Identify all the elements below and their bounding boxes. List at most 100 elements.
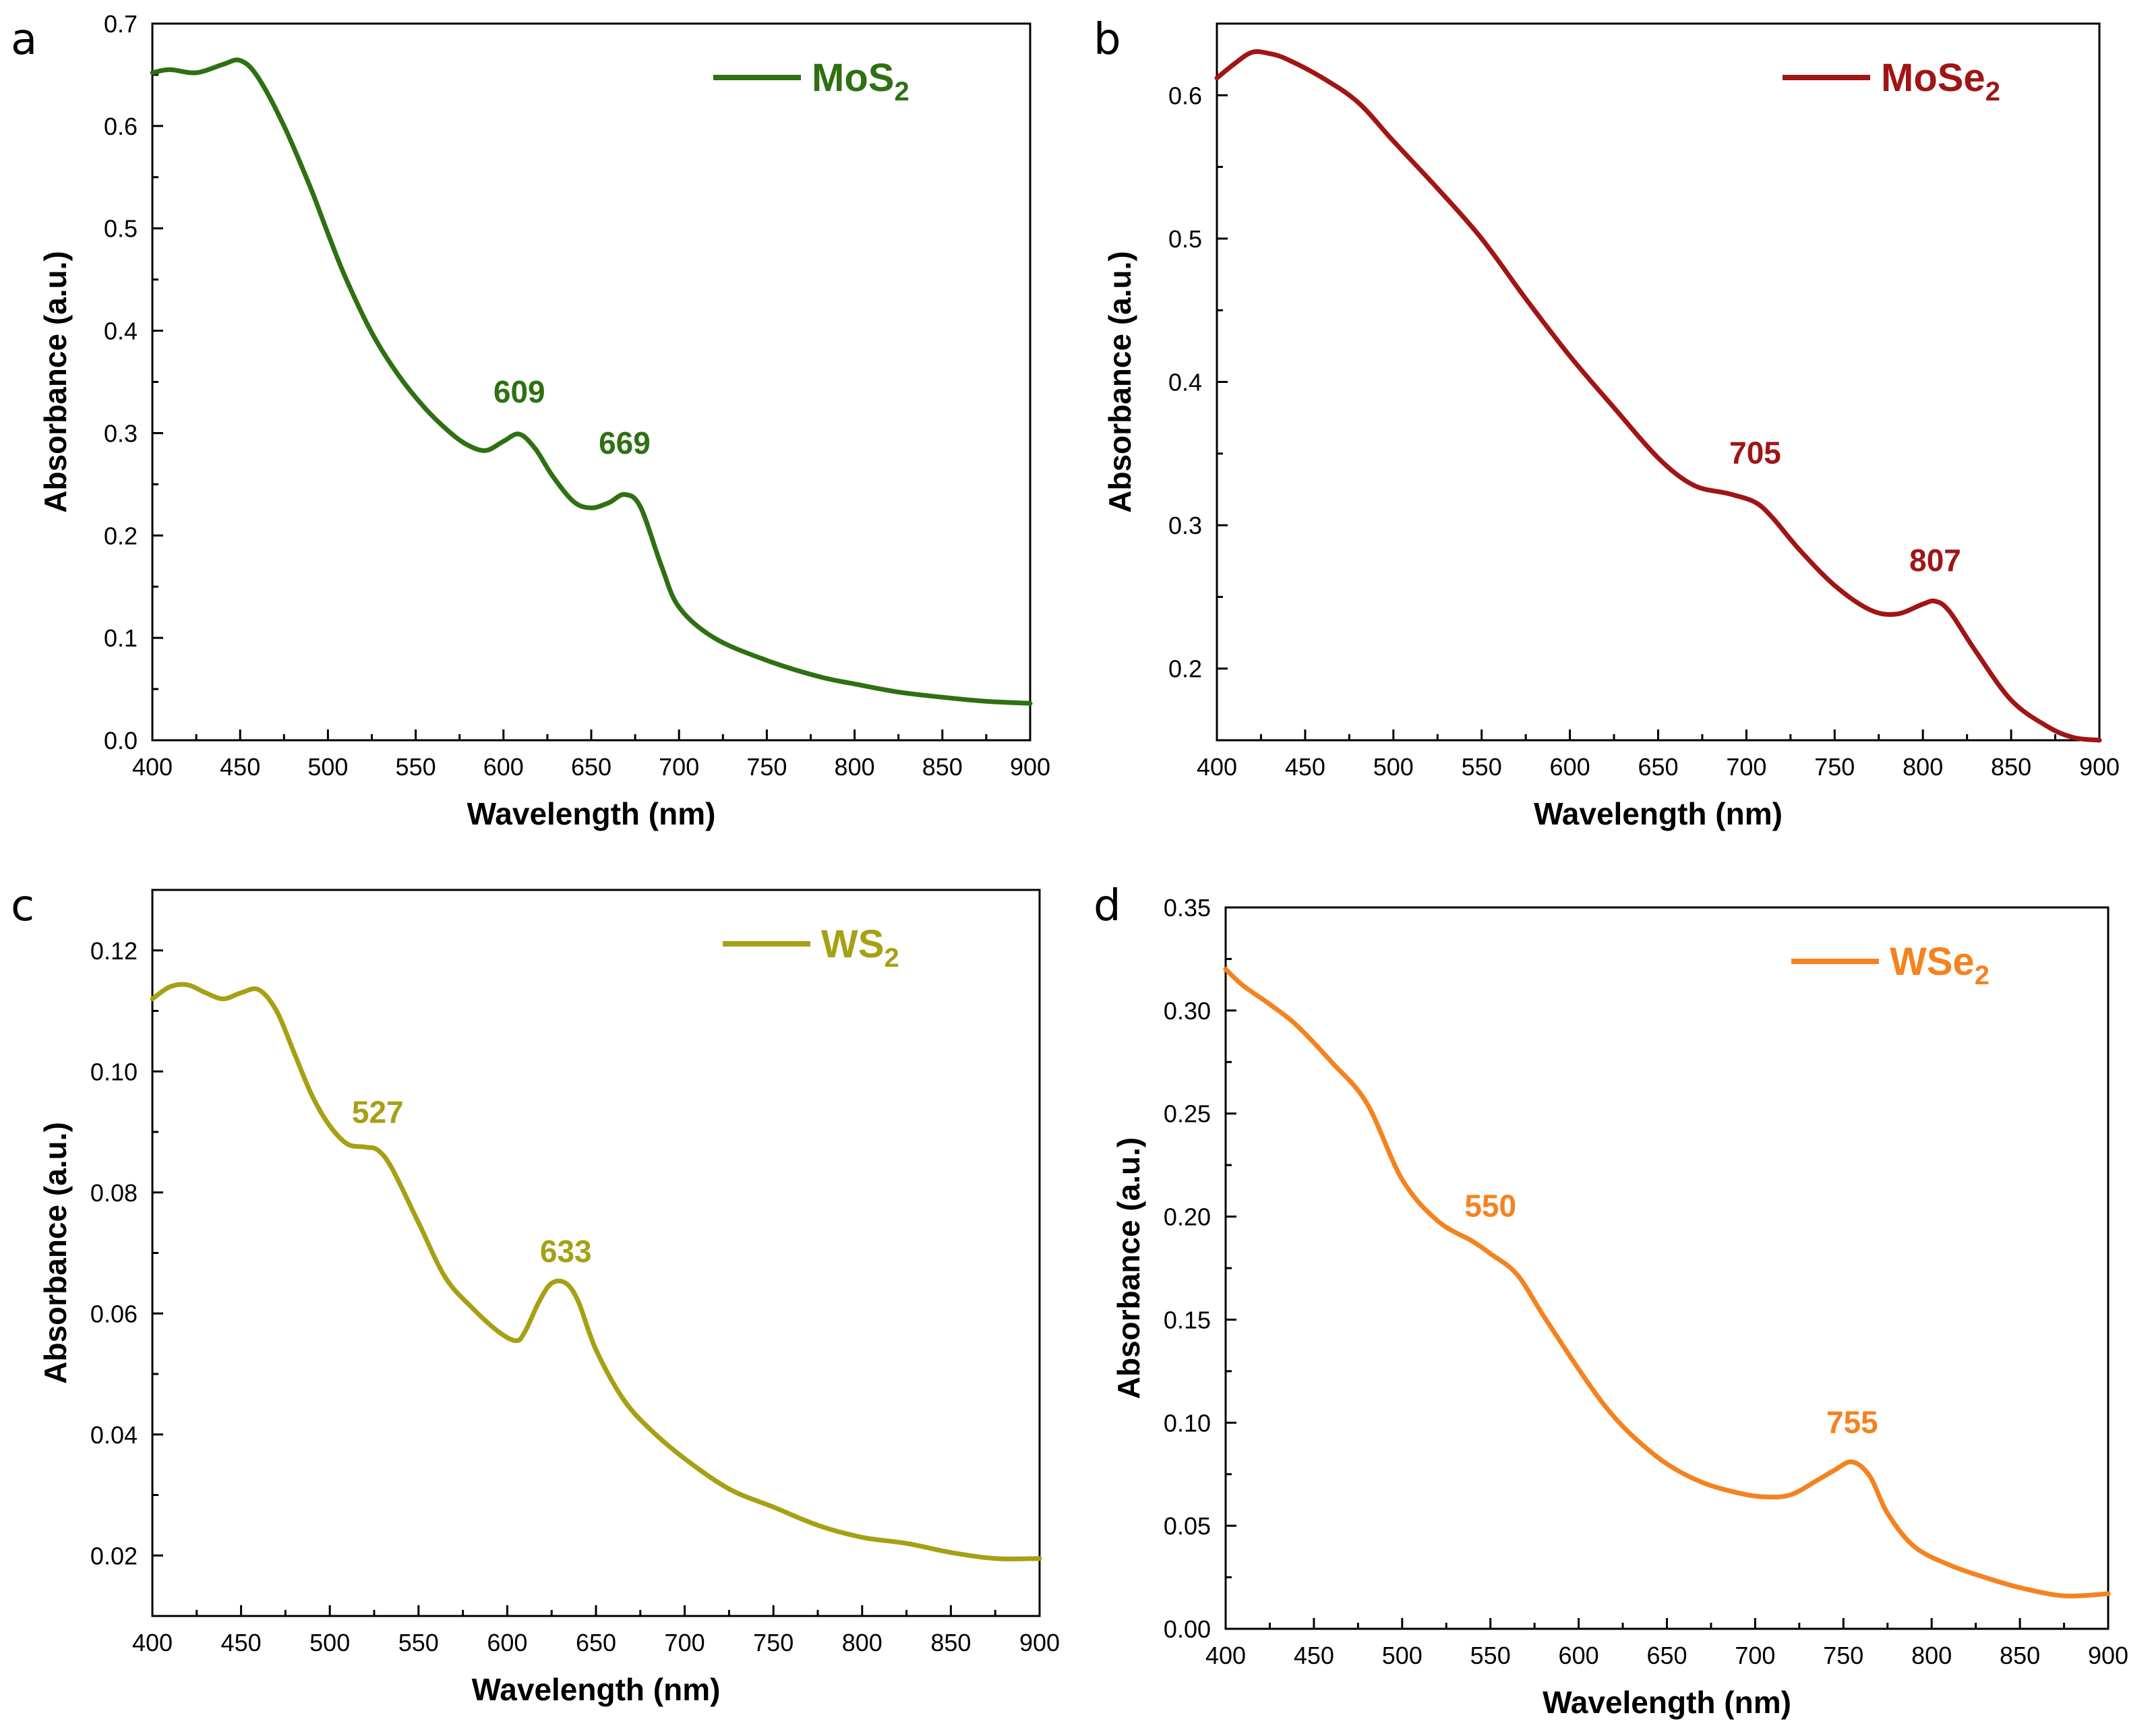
y-tick-label: 0.3: [1168, 512, 1202, 539]
x-axis-label: Wavelength (nm): [1543, 1685, 1791, 1720]
x-tick-label: 600: [1550, 753, 1590, 781]
y-tick-label: 0.02: [90, 1542, 138, 1569]
y-tick-label: 0.4: [1168, 369, 1202, 396]
legend-label: MoSe2: [1881, 56, 2000, 107]
x-tick-label: 750: [1814, 753, 1855, 781]
y-tick-label: 0.3: [104, 419, 138, 447]
peak-label: 705: [1729, 436, 1781, 471]
series-line: [150, 57, 1033, 706]
y-tick-label: 0.15: [1164, 1306, 1211, 1334]
x-tick-label: 550: [1462, 753, 1502, 781]
x-tick-label: 550: [396, 753, 436, 781]
x-tick-label: 750: [746, 753, 787, 781]
y-tick-label: 0.30: [1164, 997, 1211, 1025]
x-tick-label: 550: [398, 1629, 439, 1656]
y-tick-label: 0.6: [1168, 82, 1202, 109]
x-tick-label: 800: [1903, 753, 1943, 781]
x-tick-label: 700: [1726, 753, 1766, 781]
panel-c: c 400 450 500 550 600 650 700 750 800 850 900 0.02 0.…: [11, 881, 1060, 1707]
x-axis-label: Wavelength (nm): [1534, 796, 1783, 831]
y-tick-label: 0.5: [104, 215, 138, 243]
y-tick-label: 0.6: [104, 113, 138, 140]
series-line: [150, 982, 1042, 1561]
x-tick-label: 900: [1010, 753, 1050, 781]
x-tick-label: 600: [1559, 1642, 1599, 1669]
y-tick-label: 0.04: [90, 1421, 138, 1449]
x-tick-label: 600: [483, 753, 524, 781]
y-tick-label: 0.08: [90, 1179, 138, 1207]
y-axis-label: Absorbance (a.u.): [38, 1122, 73, 1384]
x-tick-label: 450: [221, 1629, 262, 1656]
y-tick-label: 0.06: [90, 1300, 138, 1327]
y-tick-label: 0.35: [1164, 894, 1211, 922]
y-tick-label: 0.10: [1164, 1409, 1211, 1437]
y-tick-label: 0.10: [90, 1058, 138, 1085]
x-tick-label: 500: [1373, 753, 1414, 781]
y-axis-label: Absorbance (a.u.): [1102, 251, 1137, 513]
panel-letter: c: [11, 881, 34, 931]
x-tick-label: 750: [1823, 1642, 1863, 1669]
panel-letter: b: [1094, 15, 1121, 65]
x-tick-label: 650: [1638, 753, 1678, 781]
x-tick-label: 450: [220, 753, 260, 781]
x-tick-label: 900: [1019, 1629, 1060, 1656]
x-tick-label: 550: [1470, 1642, 1511, 1669]
x-axis-label: Wavelength (nm): [472, 1672, 721, 1707]
y-tick-label: 0.2: [1168, 655, 1202, 683]
x-tick-label: 800: [842, 1629, 882, 1656]
y-tick-label: 0.20: [1164, 1203, 1211, 1231]
legend-label: MoS2: [812, 56, 909, 107]
y-axis-label: Absorbance (a.u.): [38, 251, 73, 513]
x-tick-label: 750: [753, 1629, 794, 1656]
peak-label: 755: [1826, 1405, 1878, 1440]
y-tick-label: 0.4: [104, 318, 138, 345]
x-tick-label: 800: [835, 753, 875, 781]
x-tick-label: 850: [1991, 753, 2031, 781]
series-line: [1214, 49, 2102, 743]
x-tick-label: 600: [487, 1629, 527, 1656]
peak-label: 609: [493, 374, 545, 409]
x-tick-label: 450: [1294, 1642, 1334, 1669]
panel-letter: d: [1094, 881, 1121, 931]
peak-label: 527: [352, 1095, 404, 1130]
y-tick-label: 0.00: [1164, 1615, 1211, 1643]
y-tick-label: 0.1: [104, 624, 138, 652]
peak-label: 633: [540, 1234, 592, 1269]
x-tick-label: 400: [132, 753, 173, 781]
series-line: [1223, 967, 2111, 1598]
y-tick-label: 0.25: [1164, 1100, 1211, 1128]
y-tick-label: 0.0: [104, 727, 138, 754]
x-tick-label: 850: [2000, 1642, 2040, 1669]
panel-a: a 400 450 500 550 600 650 700 750 800 850 900 0.0 0.1…: [11, 10, 1050, 831]
x-tick-label: 850: [922, 753, 963, 781]
x-tick-label: 500: [307, 753, 348, 781]
x-axis-label: Wavelength (nm): [467, 796, 716, 831]
legend-label: WSe2: [1890, 940, 1990, 990]
peak-label: 807: [1909, 543, 1961, 578]
x-tick-label: 700: [665, 1629, 705, 1656]
y-tick-label: 0.2: [104, 522, 138, 549]
x-tick-label: 800: [1911, 1642, 1952, 1669]
panel-letter: a: [11, 15, 37, 65]
legend-label: WS2: [821, 922, 899, 973]
x-tick-label: 500: [1382, 1642, 1423, 1669]
x-tick-label: 400: [132, 1629, 173, 1656]
panel-d: d 400 450 500 550 600 650 700 750 800 850 900 0.00 0.…: [1094, 881, 2128, 1720]
x-tick-label: 450: [1285, 753, 1325, 781]
y-tick-label: 0.05: [1164, 1512, 1211, 1540]
peak-label: 550: [1464, 1189, 1516, 1224]
x-tick-label: 500: [309, 1629, 350, 1656]
peak-label: 669: [599, 425, 651, 460]
y-tick-label: 0.5: [1168, 225, 1202, 253]
x-tick-label: 850: [930, 1629, 971, 1656]
x-tick-label: 650: [1646, 1642, 1687, 1669]
x-tick-label: 700: [659, 753, 699, 781]
x-tick-label: 400: [1205, 1642, 1246, 1669]
panel-b: b 400 450 500 550 600 650 700 750 800 850 900 0.2 0.3…: [1094, 15, 2120, 831]
x-tick-label: 650: [571, 753, 611, 781]
y-tick-label: 0.12: [90, 937, 138, 965]
x-tick-label: 900: [2088, 1642, 2128, 1669]
x-tick-label: 400: [1197, 753, 1237, 781]
